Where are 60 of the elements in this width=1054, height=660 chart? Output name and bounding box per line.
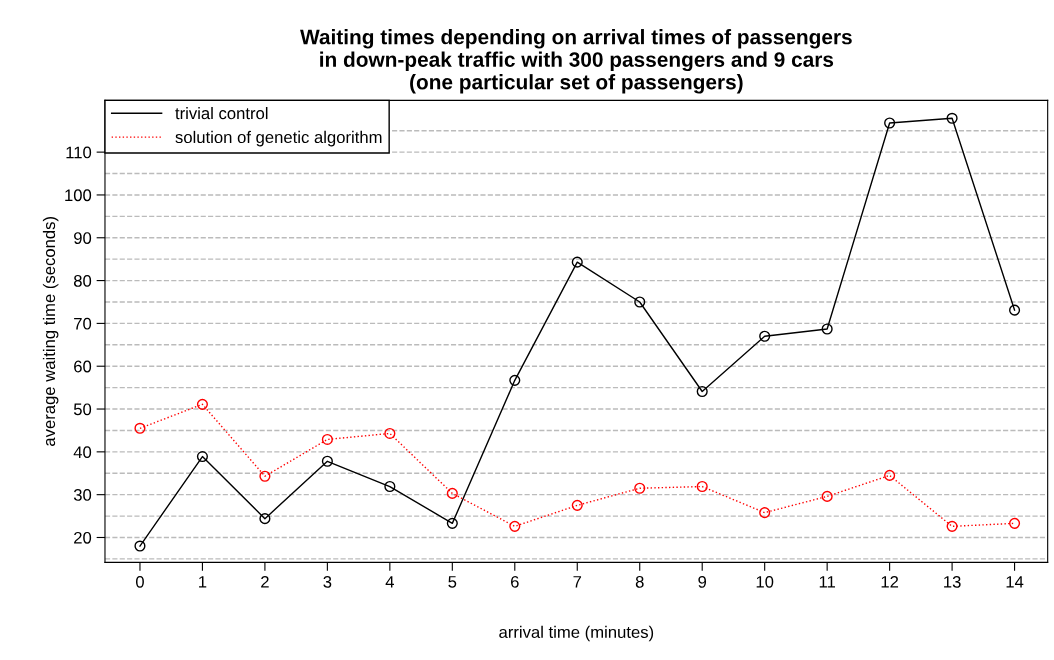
x-tick-label: 3 <box>323 575 332 588</box>
point <box>509 374 521 386</box>
x-tick-label: 8 <box>635 575 644 588</box>
x-tick-label: 13 <box>944 575 961 588</box>
point <box>509 520 521 532</box>
point <box>196 398 208 410</box>
point <box>196 451 208 463</box>
y-tick-label: 30 <box>73 489 92 501</box>
point <box>946 520 958 532</box>
y-axis-title: average waiting time (seconds) <box>42 217 59 446</box>
y-tick-label: 50 <box>73 403 92 416</box>
point <box>1009 517 1021 529</box>
point <box>571 499 583 511</box>
point <box>321 455 333 467</box>
legend-label: trivial control <box>175 106 268 120</box>
x-tick-label: 11 <box>819 576 835 588</box>
legend-label: solution of genetic algorithm <box>175 130 382 147</box>
point <box>634 296 646 308</box>
y-tick-label: 40 <box>73 446 92 459</box>
x-tick-label: 1 <box>199 576 207 588</box>
y-tick-label: 80 <box>73 274 92 287</box>
point <box>884 117 896 129</box>
point <box>634 482 646 494</box>
point <box>821 323 833 335</box>
chart-title: Waiting times depending on arrival times of passengers in down-peak traffic with 300 passengers and 9 cars (one particular set of passengers) <box>300 29 852 94</box>
y-tick-label: 70 <box>74 317 92 330</box>
point <box>446 517 458 529</box>
x-tick-label: 10 <box>756 575 774 588</box>
y-tick-label: 90 <box>74 232 92 244</box>
point <box>821 490 833 502</box>
point <box>759 507 771 519</box>
x-tick-label: 2 <box>261 575 269 588</box>
x-tick-label: 9 <box>698 575 707 588</box>
y-tick-label: 20 <box>74 531 92 544</box>
x-tick-label: 7 <box>573 576 582 588</box>
x-axis-title: arrival time (minutes) <box>499 625 654 642</box>
x-tick-label: 5 <box>448 576 457 588</box>
point <box>321 433 333 445</box>
point <box>571 256 583 268</box>
point <box>259 470 271 482</box>
point <box>696 385 708 398</box>
point <box>259 513 271 525</box>
y-tick-label: 110 <box>66 146 92 159</box>
point <box>384 480 396 493</box>
point <box>696 480 708 493</box>
point <box>884 469 896 481</box>
x-tick-label: 6 <box>511 575 519 588</box>
y-tick-label: 100 <box>65 189 92 202</box>
point <box>446 487 458 499</box>
x-tick-label: 4 <box>385 576 394 588</box>
x-tick-label: 0 <box>135 575 144 588</box>
x-tick-label: 12 <box>881 575 899 588</box>
x-tick-label: 14 <box>1006 576 1024 588</box>
point <box>134 540 146 552</box>
point <box>134 422 146 434</box>
point <box>1009 304 1021 316</box>
point <box>384 427 396 439</box>
point <box>946 112 958 124</box>
y-tick-label: 60 <box>74 360 92 373</box>
point <box>759 330 771 342</box>
